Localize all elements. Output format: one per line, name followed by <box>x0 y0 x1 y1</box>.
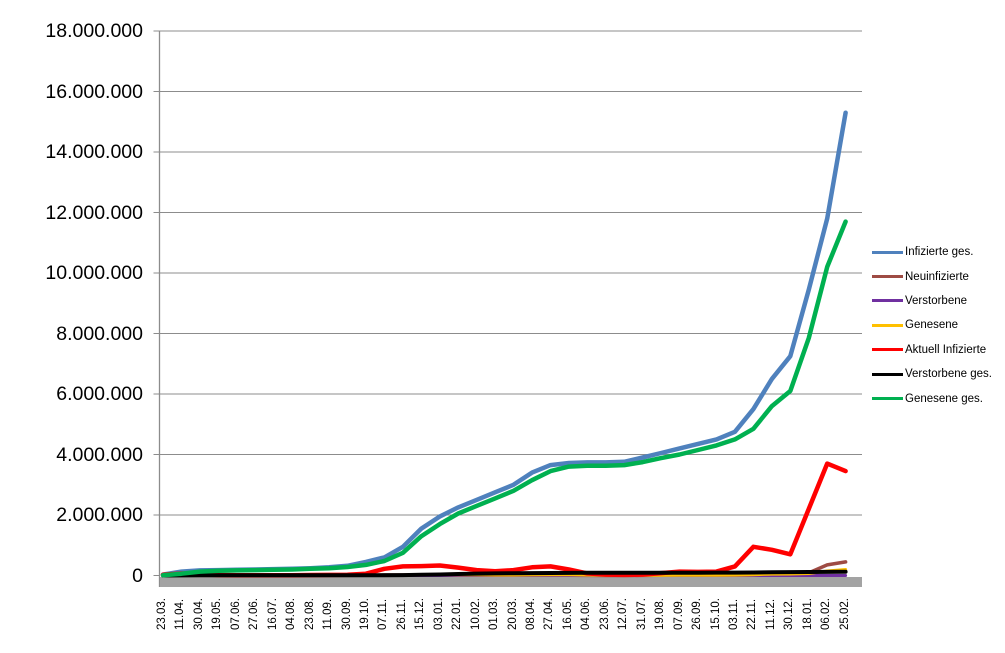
x-axis-tick-label: 16.07. <box>266 598 279 630</box>
x-axis-tick-label: 11.04. <box>174 598 187 630</box>
y-axis-tick-label: 14.000.000 <box>45 141 143 163</box>
x-axis-tick-label: 22.11. <box>746 598 759 630</box>
legend-item: Genesene ges. <box>872 386 992 410</box>
y-axis-tick-label: 18.000.000 <box>45 20 143 42</box>
x-axis-tick-label: 16.05. <box>561 598 574 630</box>
legend-item: Verstorbene <box>872 289 992 313</box>
x-axis-tick-label: 03.01. <box>432 598 445 630</box>
x-axis-tick-label: 23.06. <box>598 598 611 630</box>
series-line-aktuell-infizierte <box>160 461 848 578</box>
x-axis-tick-label: 06.02. <box>820 598 833 630</box>
x-axis-tick-label: 15.10. <box>709 598 722 630</box>
legend-label: Infizierte ges. <box>905 246 974 259</box>
x-axis-tick-label: 19.05. <box>211 598 224 630</box>
x-axis-tick-label: 30.09. <box>340 598 353 630</box>
legend-line-swatch <box>872 299 903 303</box>
y-axis-tick-label: 16.000.000 <box>45 80 143 103</box>
legend-line-swatch <box>872 372 903 376</box>
x-axis-tick-label: 30.04. <box>192 598 205 630</box>
y-axis-tick-label: 6.000.000 <box>56 383 143 405</box>
y-axis-tick-label: 2.000.000 <box>56 504 143 526</box>
legend-label: Genesene ges. <box>905 392 984 405</box>
x-axis-tick-label: 22.01. <box>451 598 464 630</box>
x-axis-tick-label: 01.03. <box>488 598 501 630</box>
x-axis-tick-label: 19.10. <box>358 598 371 630</box>
x-axis-tick-label: 25.02. <box>838 598 851 630</box>
y-axis-tick-label: 0 <box>132 564 143 587</box>
x-axis-tick-label: 07.06. <box>229 598 242 630</box>
legend-label: Verstorbene ges. <box>905 368 992 381</box>
series-line-infizierte-ges- <box>160 110 848 577</box>
x-axis-tick-label: 18.01. <box>801 598 814 630</box>
legend-label: Neuinfizierte <box>905 270 969 283</box>
x-axis-tick-label: 23.03. <box>156 598 168 630</box>
x-axis-tick-label: 15.12. <box>414 598 427 630</box>
x-axis-tick-label: 30.12. <box>783 598 796 630</box>
x-axis-tick-label: 08.04. <box>525 598 537 630</box>
x-axis-tick-label: 27.04. <box>543 598 556 630</box>
x-axis-tick-label: 07.09. <box>672 598 685 630</box>
x-axis-tick-label: 11.12. <box>764 598 777 630</box>
legend-line-swatch <box>872 275 903 279</box>
legend-label: Verstorbene <box>905 294 968 307</box>
legend-label: Aktuell Infizierte <box>905 343 987 356</box>
legend-item: Neuinfizierte <box>872 264 992 288</box>
legend-item: Infizierte ges. <box>872 240 992 264</box>
y-axis-tick-label: 10.000.000 <box>45 262 143 284</box>
legend-line-swatch <box>872 250 903 254</box>
legend: Infizierte ges. Neuinfizierte Verstorbene G… <box>872 240 992 411</box>
x-axis-tick-label: 10.02. <box>469 598 482 630</box>
x-axis-bar <box>160 577 862 587</box>
x-axis-tick-label: 26.09. <box>691 598 704 630</box>
y-axis-tick-label: 4.000.000 <box>56 443 143 466</box>
x-axis-tick-label: 03.11. <box>727 598 740 630</box>
x-axis-tick-label: 31.07. <box>635 598 648 630</box>
legend-line-swatch <box>872 348 903 352</box>
y-axis-tick-label: 8.000.000 <box>56 322 143 345</box>
y-axis-tick-label: 12.000.000 <box>45 201 143 224</box>
legend-line-swatch <box>872 323 903 327</box>
x-axis-tick-label: 04.06. <box>580 598 593 630</box>
legend-item: Aktuell Infizierte <box>872 338 992 362</box>
x-axis-tick-label: 23.08. <box>303 598 316 630</box>
x-axis-tick-label: 20.03. <box>506 598 519 630</box>
legend-label: Genesene <box>905 319 959 332</box>
series-line-genesene-ges- <box>160 219 848 578</box>
x-axis-tick-label: 04.08. <box>285 598 298 630</box>
x-axis-tick-label: 26.11. <box>395 598 408 630</box>
x-axis-tick-label: 07.11. <box>377 598 390 630</box>
x-axis-tick-label: 12.07. <box>617 598 630 630</box>
x-axis-tick-label: 19.08. <box>654 598 667 630</box>
legend-item: Genesene <box>872 313 992 337</box>
x-axis-tick-label: 27.06. <box>248 598 261 630</box>
series-line-verstorbene-ges- <box>161 569 848 578</box>
legend-line-swatch <box>872 397 903 401</box>
legend-item: Verstorbene ges. <box>872 362 992 386</box>
x-axis-tick-label: 11.09. <box>322 598 335 630</box>
